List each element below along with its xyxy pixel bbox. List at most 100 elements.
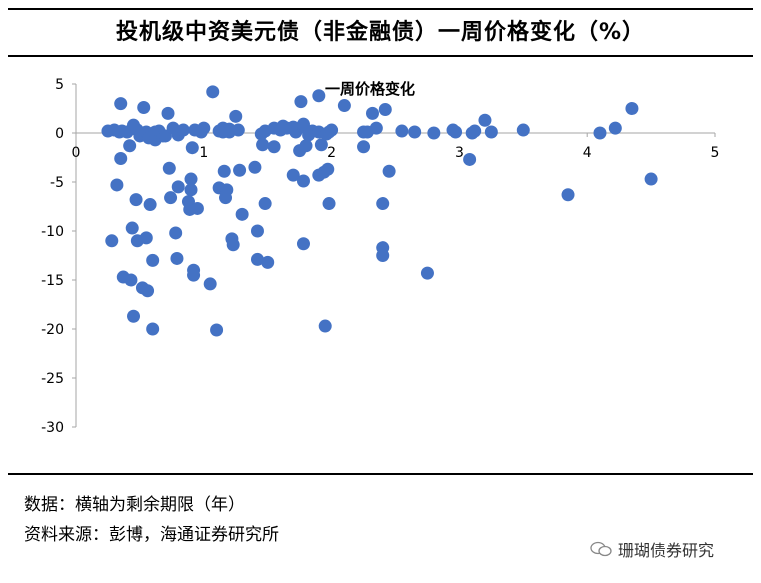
data-point bbox=[593, 126, 607, 140]
y-tick-label: -10 bbox=[41, 224, 64, 240]
data-point bbox=[203, 277, 217, 291]
data-point bbox=[114, 97, 128, 111]
data-point bbox=[141, 284, 155, 298]
data-point bbox=[139, 231, 153, 245]
data-point bbox=[226, 238, 240, 252]
data-point bbox=[210, 323, 224, 337]
data-point bbox=[325, 123, 339, 137]
legend-label: 一周价格变化 bbox=[325, 80, 415, 98]
data-point bbox=[312, 89, 326, 103]
data-point bbox=[449, 125, 463, 139]
top-rule bbox=[8, 8, 753, 10]
data-point bbox=[143, 198, 157, 212]
data-point bbox=[146, 322, 160, 336]
data-point bbox=[321, 162, 335, 176]
data-point bbox=[258, 197, 272, 211]
x-tick-label: 4 bbox=[583, 145, 592, 161]
data-point bbox=[250, 224, 264, 238]
data-point bbox=[318, 319, 332, 333]
data-point bbox=[161, 106, 175, 120]
title-rule bbox=[8, 55, 753, 57]
data-point bbox=[484, 125, 498, 139]
data-point bbox=[190, 201, 204, 215]
y-tick-label: -5 bbox=[50, 175, 64, 191]
data-point bbox=[395, 124, 409, 138]
data-point bbox=[322, 197, 336, 211]
data-point bbox=[176, 123, 190, 137]
data-point bbox=[286, 168, 300, 182]
data-point bbox=[468, 124, 482, 138]
data-point bbox=[197, 121, 211, 135]
data-point bbox=[463, 152, 477, 166]
y-tick-label: -30 bbox=[41, 420, 64, 436]
data-point bbox=[127, 309, 141, 323]
data-point bbox=[220, 183, 234, 197]
data-point bbox=[114, 151, 128, 165]
footer-rule bbox=[8, 473, 753, 475]
watermark-text: 珊瑚债券研究 bbox=[618, 541, 715, 560]
data-point bbox=[171, 180, 185, 194]
data-point bbox=[369, 121, 383, 135]
source-note: 资料来源：彭博，海通证券研究所 bbox=[24, 525, 279, 545]
data-point bbox=[376, 249, 390, 262]
data-point bbox=[296, 174, 310, 188]
figure-title: 投机级中资美元债（非金融债）一周价格变化（%） bbox=[115, 20, 646, 45]
data-point bbox=[376, 197, 390, 211]
y-tick-label: 0 bbox=[55, 126, 64, 142]
data-point bbox=[314, 138, 328, 152]
data-point bbox=[382, 164, 396, 178]
data-point bbox=[261, 255, 275, 269]
y-tick-label: -15 bbox=[41, 273, 64, 289]
x-tick-label: 5 bbox=[711, 145, 720, 161]
data-point bbox=[184, 172, 198, 186]
data-point bbox=[110, 178, 124, 192]
data-point bbox=[129, 193, 143, 207]
data-point bbox=[233, 163, 247, 177]
data-point bbox=[299, 139, 313, 153]
data-point bbox=[256, 138, 270, 152]
data-point bbox=[185, 141, 199, 155]
data-point bbox=[561, 188, 575, 202]
data-point bbox=[248, 160, 262, 174]
y-tick-label: -20 bbox=[41, 322, 64, 338]
watermark: 珊瑚债券研究 bbox=[590, 537, 714, 561]
data-point bbox=[408, 125, 422, 139]
data-note: 数据：横轴为剩余期限（年） bbox=[24, 495, 245, 515]
data-point bbox=[625, 102, 639, 115]
data-point bbox=[427, 126, 441, 140]
data-point bbox=[644, 172, 658, 186]
data-point bbox=[267, 140, 281, 154]
data-point bbox=[516, 123, 530, 137]
data-point bbox=[229, 109, 243, 123]
data-point bbox=[478, 113, 492, 127]
scatter-plot: 5 0 -5 -10 -15 -20 -25 -30 0 1 2 3 4 5 一周价格变化 bbox=[41, 77, 720, 436]
data-point bbox=[420, 266, 434, 280]
y-tick-label: 5 bbox=[55, 77, 64, 93]
x-tick-label: 3 bbox=[455, 145, 464, 161]
data-point bbox=[170, 251, 184, 265]
data-point bbox=[231, 123, 245, 137]
data-point bbox=[124, 273, 138, 287]
data-point bbox=[365, 106, 379, 120]
data-point bbox=[125, 221, 139, 235]
data-point bbox=[164, 191, 178, 205]
x-tick-label: 2 bbox=[327, 145, 336, 161]
data-point bbox=[357, 140, 371, 154]
data-point bbox=[250, 252, 264, 266]
y-tick-label: -25 bbox=[41, 371, 64, 387]
data-point bbox=[296, 237, 310, 251]
data-point bbox=[235, 207, 249, 221]
data-point bbox=[146, 253, 160, 267]
data-point bbox=[184, 183, 198, 197]
data-point bbox=[206, 85, 220, 99]
data-point bbox=[608, 121, 622, 135]
data-point bbox=[187, 268, 201, 282]
data-point bbox=[296, 117, 310, 131]
data-point bbox=[137, 101, 151, 115]
data-point bbox=[162, 161, 176, 175]
data-point bbox=[294, 95, 308, 109]
data-point bbox=[217, 164, 231, 178]
data-point bbox=[378, 102, 392, 116]
x-tick-label: 1 bbox=[199, 145, 208, 161]
